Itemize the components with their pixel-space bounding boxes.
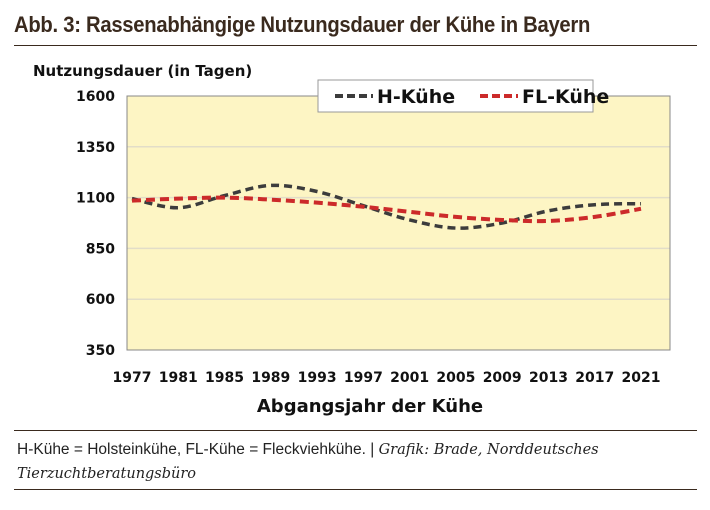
- x-tick-label: 2009: [483, 370, 522, 386]
- x-tick-label: 2001: [390, 370, 429, 386]
- legend-label: FL-Kühe: [522, 86, 609, 108]
- plot-area: [127, 96, 670, 350]
- line-chart: 350 600 850 1100 1350 1600 1977 1981 1985 1989 199…: [33, 62, 671, 417]
- x-tick-label: 1981: [159, 370, 198, 386]
- y-axis-label: Nutzungsdauer (in Tagen): [33, 62, 252, 80]
- x-tick-label: 1977: [113, 370, 152, 386]
- x-tick-label: 2005: [436, 370, 475, 386]
- y-tick-label: 1350: [76, 140, 115, 156]
- caption-rule-top: [14, 430, 697, 431]
- x-tick-label: 2013: [529, 370, 568, 386]
- caption-source: Grafik: Brade, Norddeutsches Tierzuchtbe…: [17, 442, 599, 482]
- x-tick-label: 1993: [298, 370, 337, 386]
- x-tick-label: 1989: [251, 370, 290, 386]
- x-tick-label: 2021: [622, 370, 661, 386]
- caption: H-Kühe = Holsteinkühe, FL-Kühe = Fleckvi…: [17, 438, 697, 486]
- y-tick-label: 1100: [76, 191, 115, 207]
- x-tick-label: 1985: [205, 370, 244, 386]
- y-tick-label: 350: [86, 343, 115, 359]
- caption-rule-bottom: [14, 489, 697, 490]
- title-rule: [14, 45, 697, 46]
- series-line-fl: [131, 195, 642, 224]
- y-tick-label: 1600: [76, 89, 115, 105]
- x-axis-label: Abgangsjahr der Kühe: [257, 396, 483, 417]
- caption-text: H-Kühe = Holsteinkühe, FL-Kühe = Fleckvi…: [17, 441, 379, 458]
- figure-title: Abb. 3: Rassenabhängige Nutzungsdauer de…: [14, 12, 591, 37]
- legend-label: H-Kühe: [377, 86, 455, 108]
- x-tick-label: 2017: [575, 370, 614, 386]
- x-tick-label: 1997: [344, 370, 383, 386]
- y-tick-label: 850: [86, 241, 115, 257]
- y-tick-label: 600: [86, 292, 115, 308]
